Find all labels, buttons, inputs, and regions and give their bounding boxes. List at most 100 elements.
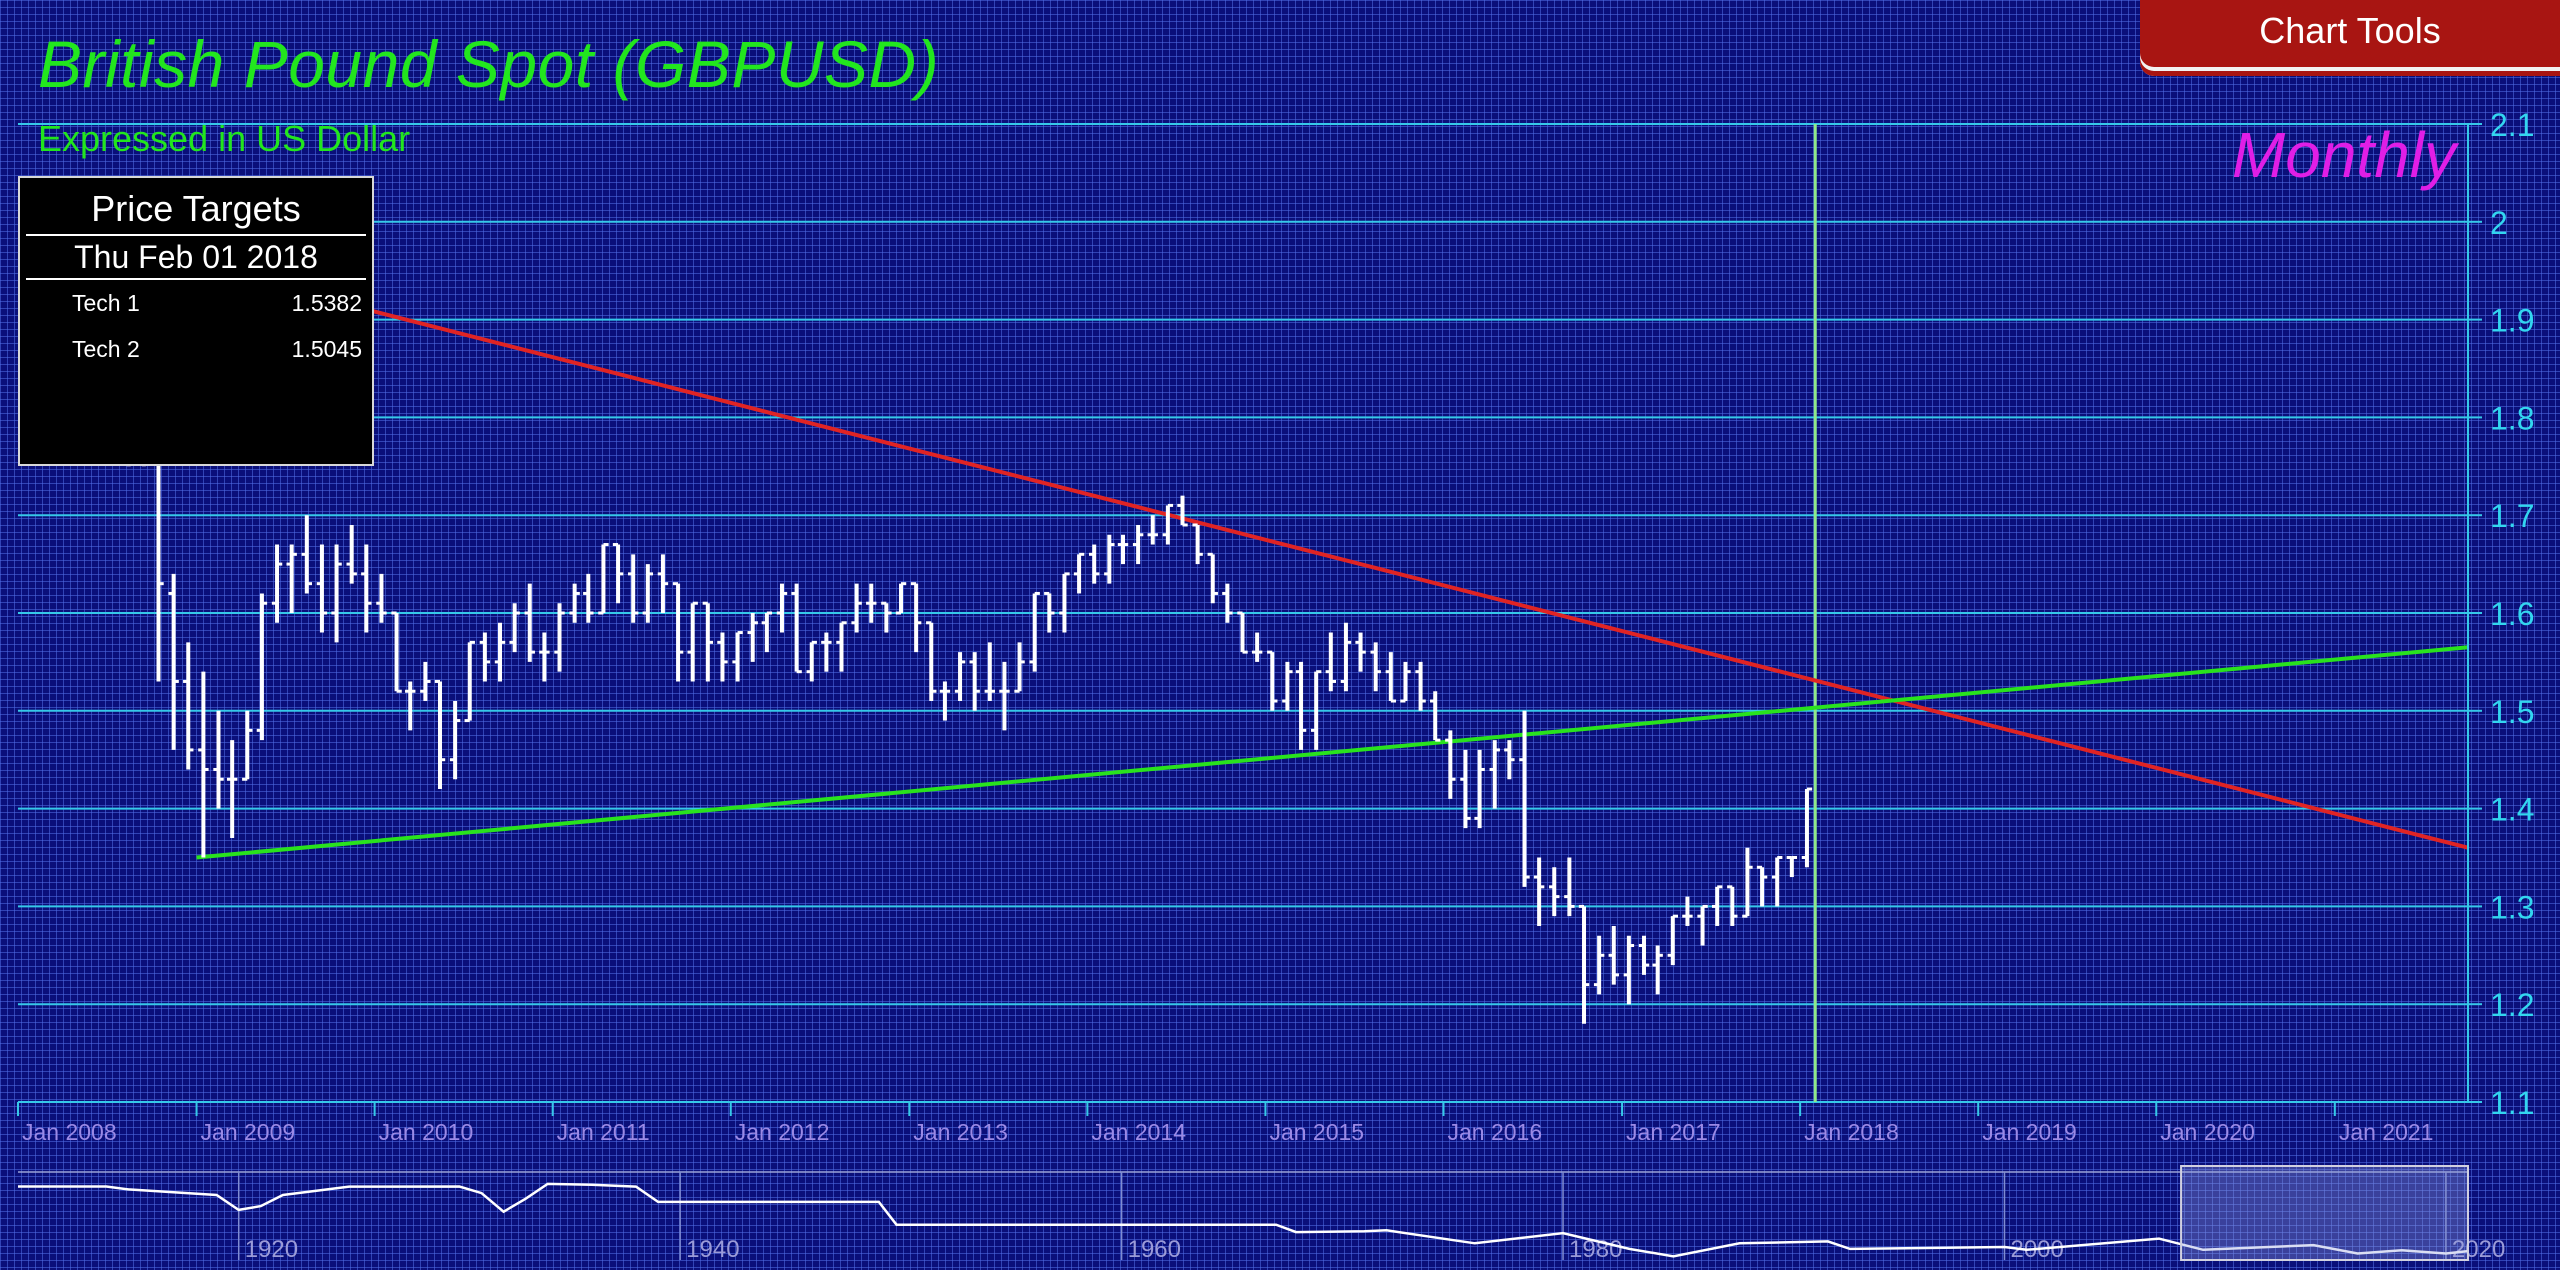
price-target-value: 1.5045	[291, 336, 362, 362]
navigator-selection[interactable]	[2180, 1165, 2469, 1261]
y-tick-label: 1.6	[2490, 596, 2534, 632]
ohlc-bar	[405, 681, 416, 731]
ohlc-bar	[984, 642, 996, 702]
x-tick-label: Jan 2013	[913, 1119, 1008, 1145]
ohlc-bar	[539, 632, 550, 682]
ohlc-bar	[627, 554, 639, 623]
navigator-year-label: 1940	[686, 1236, 739, 1263]
ohlc-bar	[1222, 583, 1233, 623]
ohlc-bar	[1801, 787, 1813, 868]
ohlc-bar	[1104, 534, 1115, 584]
y-tick-label: 1.9	[2490, 303, 2534, 339]
ohlc-bar	[494, 622, 506, 682]
y-tick-label: 1.4	[2490, 792, 2534, 828]
price-targets-title: Price Targets	[26, 178, 366, 236]
ohlc-bar	[316, 544, 328, 633]
support-trendline	[196, 645, 2469, 860]
ohlc-bar	[895, 582, 907, 615]
ohlc-bar	[464, 640, 475, 723]
ohlc-bar	[434, 679, 446, 790]
ohlc-bar	[1711, 885, 1723, 926]
ohlc-bar	[554, 603, 565, 672]
x-tick-label: Jan 2019	[1982, 1119, 2077, 1145]
navigator-history-line	[18, 1182, 2469, 1258]
ohlc-bar	[1192, 523, 1203, 565]
ohlc-bar	[153, 435, 164, 682]
ohlc-bar	[732, 631, 743, 682]
navigator-year-label: 2020	[2452, 1236, 2505, 1263]
ohlc-bar	[1519, 710, 1530, 887]
ohlc-bar	[420, 661, 431, 702]
ohlc-bar	[761, 611, 773, 653]
ohlc-bar	[1415, 661, 1426, 711]
x-tick-label: Jan 2008	[22, 1119, 117, 1145]
ohlc-bar	[910, 582, 922, 653]
ohlc-bar	[242, 710, 253, 781]
ohlc-bar	[1355, 632, 1366, 672]
ohlc-bar	[1370, 642, 1381, 692]
ohlc-bar	[1786, 856, 1798, 878]
ohlc-bar	[926, 621, 937, 702]
ohlc-bar	[1207, 552, 1218, 604]
ohlc-bar	[1682, 896, 1693, 926]
ohlc-bar	[198, 671, 209, 858]
history-navigator[interactable]: 1920 1940 1960 1980 2000 2020	[0, 1160, 2560, 1270]
ohlc-bar	[1742, 847, 1753, 918]
price-target-row: Tech 2 1.5045	[20, 326, 372, 372]
ohlc-bar	[583, 573, 594, 623]
ohlc-bar	[791, 583, 802, 674]
ohlc-bar	[642, 564, 654, 623]
ohlc-bar	[1756, 865, 1768, 907]
ohlc-bar	[1177, 495, 1188, 527]
ohlc-bar	[213, 710, 224, 809]
ohlc-bar	[1251, 632, 1263, 662]
y-tick-label: 1.2	[2490, 987, 2534, 1023]
main-chart[interactable]: 1.1 1.2 1.3 1.4 1.5 1.6 1.7 1.8 1.9 2 2.1 Jan 2008…	[0, 0, 2560, 1160]
ohlc-bar	[1117, 534, 1129, 565]
x-tick-label: Jan 2017	[1626, 1119, 1721, 1145]
ohlc-bar	[524, 583, 535, 662]
ohlc-bar	[851, 583, 862, 633]
period-label: Monthly	[2231, 119, 2456, 191]
ohlc-bar	[1282, 661, 1293, 711]
ohlc-bar	[1772, 856, 1783, 907]
ohlc-bar	[1697, 904, 1708, 946]
trend-layer	[61, 229, 2469, 860]
ohlc-bar	[1593, 935, 1605, 995]
ohlc-bar	[1295, 661, 1307, 750]
ohlc-bar	[866, 583, 877, 623]
ohlc-bar	[286, 544, 297, 613]
ohlc-bar	[1533, 857, 1545, 926]
ohlc-bar	[954, 652, 966, 702]
ohlc-bar	[836, 621, 847, 672]
ohlc-bar	[361, 544, 372, 633]
ohlc-bar	[1325, 632, 1337, 692]
y-tick-label: 1.3	[2490, 889, 2534, 925]
ohlc-bar	[1578, 904, 1590, 1024]
chart-tools-button[interactable]: Chart Tools	[2140, 0, 2560, 76]
ohlc-bar	[1474, 749, 1485, 829]
price-targets-panel: Price Targets Thu Feb 01 2018 Tech 1 1.5…	[18, 176, 374, 466]
x-tick-label: Jan 2018	[1804, 1119, 1899, 1145]
x-tick-label: Jan 2015	[1269, 1119, 1364, 1145]
ohlc-bar	[1623, 935, 1635, 1005]
ohlc-bar	[687, 601, 698, 682]
ohlc-bar	[331, 544, 342, 643]
ohlc-bar	[1014, 642, 1025, 693]
x-tick-label: Jan 2011	[557, 1119, 650, 1145]
bars-layer	[108, 212, 1813, 1024]
ohlc-bar	[1430, 691, 1441, 742]
ohlc-bar	[391, 611, 402, 693]
price-target-label: Tech 1	[72, 290, 140, 316]
ohlc-bar	[168, 573, 179, 750]
ohlc-bar	[346, 524, 357, 584]
ohlc-bar	[1029, 591, 1040, 672]
ohlc-bar	[598, 543, 609, 615]
resistance-trendline	[61, 229, 2469, 850]
ohlc-bar	[376, 573, 387, 623]
x-tick-label: Jan 2012	[735, 1119, 830, 1145]
ohlc-bar	[1400, 661, 1411, 703]
ohlc-bar	[1147, 515, 1158, 545]
ohlc-bar	[657, 554, 669, 613]
chart-title: British Pound Spot (GBPUSD)	[38, 27, 940, 101]
